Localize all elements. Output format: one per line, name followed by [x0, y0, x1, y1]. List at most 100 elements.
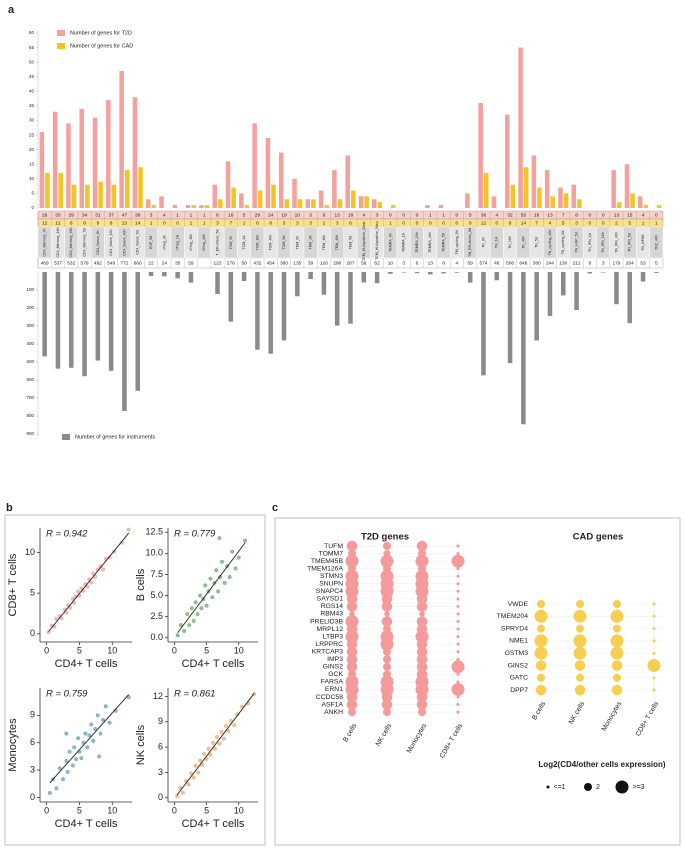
bar: [82, 272, 87, 377]
point: [191, 775, 196, 780]
dot: [574, 660, 586, 671]
row-label: GATC: [510, 675, 528, 682]
value-label: 10: [295, 212, 301, 218]
point: [201, 751, 206, 756]
y-tick-label: 0: [158, 792, 163, 802]
x-tick-label: HSP_5d: [149, 236, 153, 249]
x-tick-label: TEMRA_16h: [415, 232, 419, 253]
fit-line: [176, 693, 255, 796]
x-tick-label: TEM_0h: [295, 236, 299, 250]
dot: [346, 638, 358, 650]
bar: [577, 199, 582, 208]
bar: [119, 70, 124, 209]
bar: [39, 132, 45, 208]
y-tick-label: 5.0: [150, 590, 163, 600]
bar: [239, 193, 244, 208]
point: [175, 633, 180, 638]
value-label: 5: [562, 220, 565, 226]
dot: [456, 657, 460, 661]
y-tick-label: 55: [29, 45, 35, 50]
x-tick-label: 0: [172, 645, 177, 655]
bar: [611, 170, 616, 208]
bar: [215, 272, 220, 294]
dot: [456, 567, 460, 571]
value-label: 16: [228, 212, 234, 218]
bar: [428, 272, 433, 275]
dot: [574, 684, 586, 696]
bar: [600, 272, 606, 273]
value-label: 32: [507, 212, 513, 218]
x-tick-label: 5: [204, 645, 209, 655]
y-tick-label: 10: [25, 547, 35, 557]
value-label: 50: [241, 260, 247, 266]
dot: [456, 612, 460, 616]
point: [74, 757, 79, 762]
dot: [381, 601, 393, 612]
value-label: 10: [388, 260, 394, 266]
value-label: 0: [176, 220, 179, 226]
y-tick-label: 0: [30, 792, 35, 802]
dot: [415, 682, 429, 696]
point: [214, 568, 219, 573]
bar: [441, 272, 446, 274]
value-label: 469: [41, 260, 49, 266]
value-label: 287: [346, 260, 354, 266]
x-tick-label: TEMRA_40h: [428, 232, 432, 253]
value-label: 29: [69, 212, 75, 218]
point: [61, 777, 66, 782]
label-cell: [649, 226, 664, 259]
value-label: 1: [243, 220, 246, 226]
value-label: 3: [402, 260, 405, 266]
x-tick-label: CD4_Memory_5d: [82, 228, 86, 256]
x-tick-label: TN_0h: [481, 237, 485, 248]
value-label: 6: [349, 220, 352, 226]
panel-label: c: [272, 502, 278, 514]
value-label: 1: [203, 220, 206, 226]
point: [230, 549, 235, 554]
x-tick-label: T_ER-stress_5d: [215, 230, 219, 256]
row-label: TMEM45B: [311, 558, 344, 565]
bar: [308, 272, 313, 280]
value-label: 660: [134, 260, 142, 266]
row-label: SPRYD4: [501, 625, 528, 632]
point: [214, 734, 219, 739]
dot: [384, 611, 390, 617]
dot: [380, 584, 394, 598]
bar: [544, 170, 550, 208]
value-label: 1: [442, 212, 445, 218]
dot: [383, 708, 391, 717]
y-axis-label: NK cells: [135, 724, 147, 765]
dot: [380, 637, 394, 651]
row-label: ANKH: [324, 709, 343, 716]
x-tick-label: CD4_Memory_16h: [56, 227, 60, 257]
value-label: 5: [628, 220, 631, 226]
value-label: 46: [494, 260, 500, 266]
dot: [573, 609, 587, 623]
x-tick-label: TEM_16h: [322, 235, 326, 251]
bar: [345, 155, 350, 208]
y-tick-label: 0: [31, 205, 34, 210]
bar: [138, 167, 143, 208]
value-label: 0: [416, 220, 419, 226]
dot: [573, 634, 587, 648]
point: [64, 758, 69, 763]
point: [186, 782, 191, 787]
dot: [610, 609, 624, 623]
column-label: B cells: [342, 722, 358, 743]
value-label: 59: [188, 260, 194, 266]
dot: [456, 604, 460, 608]
point: [208, 576, 213, 581]
point: [65, 769, 70, 774]
point: [227, 574, 232, 579]
x-tick-label: 0: [172, 805, 177, 815]
value-label: 5: [655, 260, 658, 266]
dot: [576, 673, 584, 682]
dot: [456, 582, 460, 586]
bar: [204, 205, 210, 208]
point: [103, 704, 108, 709]
value-label: 0: [469, 220, 472, 226]
value-label: 8: [70, 220, 73, 226]
row-label: ERN1: [325, 686, 343, 693]
row-label: LTBP3: [323, 633, 343, 640]
panel-label: a: [8, 4, 15, 16]
